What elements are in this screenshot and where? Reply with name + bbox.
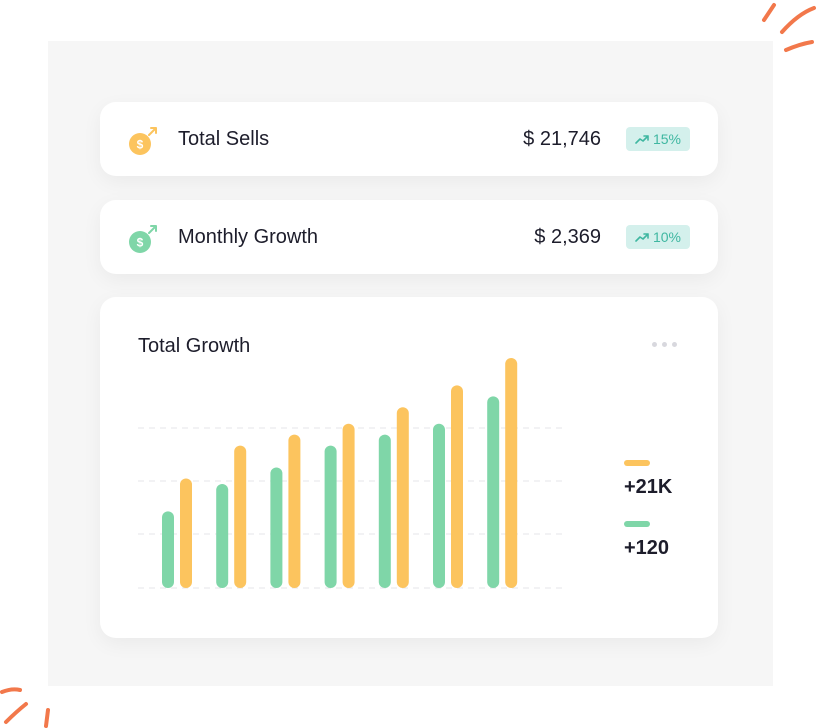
legend-value: +21K (624, 476, 673, 498)
bar-green (378, 434, 391, 588)
trend-up-icon (635, 233, 649, 242)
bar-green (324, 445, 337, 588)
bar-green (433, 423, 445, 588)
change-value: 15% (652, 131, 682, 147)
stat-label: Monthly Growth (178, 226, 319, 248)
legend-item-green: +120 (624, 521, 669, 560)
bar-chart (138, 358, 566, 589)
more-options-button[interactable] (652, 342, 682, 350)
dot-icon (662, 342, 667, 347)
decoration-strokes-top-right (762, 3, 816, 52)
change-value: 10% (652, 229, 682, 245)
dot-icon (672, 342, 677, 347)
bar-yellow (234, 445, 247, 588)
bar-green (487, 396, 500, 588)
dollar-arrow-icon: $ (129, 225, 157, 253)
stat-card-total-sells: $ Total Sells $ 21,746 15% (100, 102, 718, 176)
legend-item-yellow: +21K (624, 460, 672, 499)
stat-label: Total Sells (178, 128, 270, 150)
dollar-arrow-icon: $ (129, 127, 157, 155)
bar-yellow (180, 478, 192, 588)
trend-up-icon (635, 135, 649, 144)
svg-text:$: $ (137, 236, 144, 250)
decoration-strokes-bottom-left (0, 687, 50, 728)
bar-yellow (342, 423, 355, 588)
bar-yellow (505, 358, 518, 588)
total-growth-card: Total Growth +21K +120 (100, 297, 718, 638)
bar-green (270, 467, 283, 588)
bar-yellow (396, 407, 409, 588)
bar-yellow (288, 434, 301, 588)
stat-value: $ 21,746 (523, 128, 601, 150)
bar-yellow (451, 385, 463, 588)
change-badge: 10% (626, 225, 690, 249)
legend-swatch (624, 521, 650, 527)
bar-green (216, 483, 229, 588)
change-badge: 15% (626, 127, 690, 151)
legend-swatch (624, 460, 650, 466)
stat-value: $ 2,369 (534, 226, 601, 248)
chart-title: Total Growth (138, 335, 251, 357)
dot-icon (652, 342, 657, 347)
svg-text:$: $ (137, 138, 144, 152)
legend-value: +120 (624, 537, 670, 559)
stat-card-monthly-growth: $ Monthly Growth $ 2,369 10% (100, 200, 718, 274)
bar-green (162, 511, 174, 588)
